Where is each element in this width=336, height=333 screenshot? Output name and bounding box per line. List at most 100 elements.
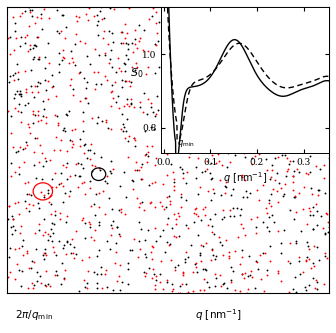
Point: [91, 201, 97, 206]
Point: [67, 193, 72, 198]
Point: [194, 206, 199, 211]
Point: [293, 289, 298, 294]
Point: [91, 238, 96, 243]
Point: [266, 79, 271, 84]
Point: [235, 32, 241, 37]
Point: [119, 29, 124, 34]
Point: [314, 222, 320, 227]
Point: [151, 126, 157, 131]
Point: [51, 249, 57, 255]
Point: [257, 14, 263, 20]
Point: [206, 23, 212, 29]
Point: [15, 69, 20, 74]
Point: [84, 53, 89, 58]
Point: [107, 168, 112, 173]
Point: [129, 79, 134, 85]
Point: [217, 239, 222, 244]
Point: [238, 289, 243, 294]
Point: [154, 274, 159, 279]
Point: [43, 87, 48, 93]
Point: [34, 269, 40, 274]
Point: [303, 287, 309, 293]
Point: [226, 250, 232, 255]
Point: [125, 138, 130, 143]
Point: [93, 81, 99, 86]
Point: [65, 161, 70, 166]
Point: [212, 271, 218, 277]
Point: [187, 151, 193, 156]
Point: [127, 134, 132, 139]
Point: [277, 38, 282, 44]
Point: [283, 181, 288, 187]
Point: [287, 94, 292, 99]
Point: [102, 178, 108, 183]
Text: $q\ [\mathrm{nm}^{-1}]$: $q\ [\mathrm{nm}^{-1}]$: [195, 307, 242, 323]
Point: [43, 78, 48, 83]
Point: [61, 275, 67, 281]
Point: [264, 100, 269, 105]
Point: [158, 279, 163, 284]
Point: [110, 225, 115, 231]
Point: [125, 260, 131, 265]
Point: [268, 104, 273, 109]
Point: [166, 40, 172, 45]
Point: [176, 5, 181, 10]
Point: [164, 151, 170, 157]
Point: [216, 42, 221, 47]
Point: [96, 52, 101, 57]
Point: [124, 116, 129, 122]
Point: [150, 13, 155, 18]
Point: [191, 109, 197, 115]
Point: [322, 232, 327, 237]
Point: [138, 164, 144, 169]
Point: [56, 70, 62, 75]
Point: [73, 31, 78, 36]
Point: [201, 142, 207, 148]
Point: [322, 9, 328, 14]
Point: [70, 127, 75, 133]
Point: [224, 285, 230, 291]
Point: [249, 274, 255, 279]
Point: [23, 34, 28, 40]
Point: [160, 141, 165, 147]
Point: [30, 285, 35, 290]
Point: [326, 156, 332, 161]
Point: [83, 284, 88, 289]
Point: [160, 97, 166, 103]
Point: [6, 79, 12, 85]
Point: [205, 54, 211, 59]
Point: [40, 232, 45, 238]
Point: [274, 130, 279, 136]
Point: [109, 103, 114, 109]
Point: [303, 258, 308, 263]
Point: [275, 188, 280, 193]
Point: [102, 53, 108, 58]
Point: [110, 39, 116, 44]
Point: [60, 128, 65, 133]
Point: [162, 127, 167, 133]
Point: [268, 203, 273, 208]
Point: [93, 164, 98, 169]
Point: [208, 257, 214, 263]
Point: [198, 53, 204, 59]
Point: [33, 175, 39, 181]
Point: [261, 94, 266, 99]
Point: [24, 86, 29, 91]
Point: [113, 240, 118, 245]
Point: [123, 211, 128, 216]
Point: [267, 228, 272, 233]
Point: [274, 88, 279, 94]
Point: [139, 199, 145, 204]
Text: $q_{\mathrm{min}}$: $q_{\mathrm{min}}$: [177, 138, 195, 149]
Point: [47, 233, 53, 238]
Point: [146, 48, 151, 54]
Point: [109, 89, 114, 95]
Point: [216, 88, 221, 93]
Point: [200, 243, 205, 249]
Point: [91, 150, 97, 156]
Point: [68, 48, 74, 53]
Point: [239, 247, 245, 253]
Point: [188, 121, 194, 126]
Point: [291, 216, 297, 221]
Point: [66, 108, 72, 114]
